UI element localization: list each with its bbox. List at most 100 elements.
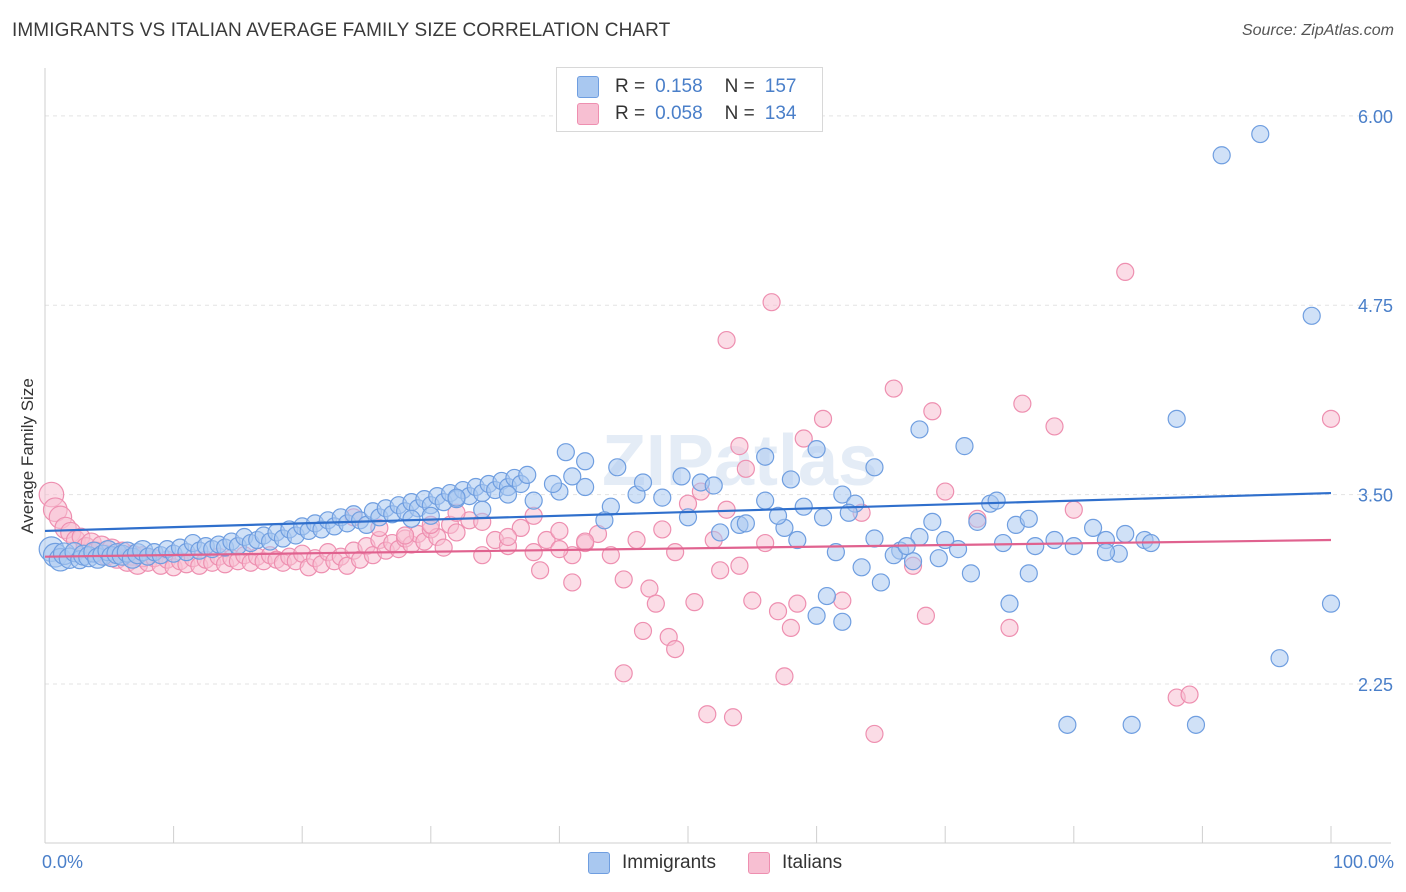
- immigrants-point: [871, 573, 891, 592]
- legend-r-label: R =: [615, 103, 646, 124]
- immigrants-point: [1000, 594, 1019, 613]
- immigrants-point: [865, 529, 884, 548]
- immigrants-point: [1083, 518, 1103, 538]
- legend-item-immigrants[interactable]: Immigrants: [588, 852, 716, 874]
- italians-point: [781, 618, 800, 637]
- immigrants-point: [1096, 543, 1116, 562]
- immigrants-point: [524, 491, 543, 510]
- immigrants-point: [955, 437, 974, 456]
- legend-r-value: 0.158: [655, 76, 703, 97]
- immigrants-point: [1321, 594, 1341, 613]
- immigrants-point: [839, 503, 858, 522]
- immigrants-point: [1019, 564, 1038, 583]
- italians-point: [531, 561, 550, 580]
- immigrants-point: [993, 533, 1013, 553]
- immigrants-point: [576, 452, 595, 471]
- italians-point: [614, 664, 633, 683]
- immigrants-point: [768, 506, 788, 525]
- immigrants-point: [1212, 146, 1231, 165]
- legend-label-immigrants: Immigrants: [622, 852, 716, 873]
- immigrants-point: [1116, 524, 1135, 544]
- immigrants-point: [1058, 715, 1077, 734]
- italians-point: [473, 546, 492, 565]
- italians-point: [730, 437, 749, 456]
- immigrants-point: [756, 491, 775, 510]
- italians-point: [511, 518, 530, 538]
- italians-point: [768, 602, 788, 621]
- immigrants-point: [865, 458, 884, 477]
- immigrants-point: [929, 549, 948, 568]
- immigrants-point: [653, 488, 672, 507]
- italians-point: [563, 573, 582, 592]
- legend-n-value: 157: [764, 76, 797, 97]
- italians-swatch: [577, 103, 599, 125]
- italians-point: [627, 530, 646, 550]
- immigrants-point: [987, 491, 1006, 510]
- y-tick-label: 6.00: [1358, 107, 1393, 127]
- italians-point: [884, 379, 903, 398]
- immigrants-point: [817, 586, 836, 606]
- source-label: Source: ZipAtlas.com: [1241, 22, 1394, 39]
- italians-point: [1116, 262, 1135, 282]
- immigrants-point: [833, 612, 852, 631]
- immigrants-point: [807, 606, 826, 625]
- legend-item-italians[interactable]: Italians: [747, 852, 843, 874]
- legend-r-value: 0.058: [655, 103, 703, 124]
- immigrants-point: [1122, 715, 1141, 734]
- immigrants-point: [543, 474, 563, 494]
- immigrants-point: [518, 465, 537, 484]
- immigrants-point: [672, 467, 691, 486]
- immigrants-point: [1251, 124, 1270, 144]
- x-tick-min: 0.0%: [42, 852, 84, 872]
- italians-point: [730, 556, 749, 575]
- italians-point: [813, 409, 833, 428]
- legend-n-value: 134: [764, 103, 797, 124]
- italians-point: [550, 521, 569, 541]
- correlation-legend: R = 0.158 N = 157 R = 0.058 N = 134: [556, 67, 823, 132]
- immigrants-point: [910, 420, 929, 439]
- legend-n-label: N =: [724, 103, 755, 124]
- immigrants-point: [833, 485, 852, 504]
- immigrants-point: [633, 473, 653, 492]
- immigrants-trend-line: [44, 491, 1332, 533]
- immigrants-point: [473, 500, 492, 519]
- immigrants-point: [968, 512, 987, 531]
- y-tick-labels: 2.25 3.50 4.75 6.00: [1358, 107, 1393, 695]
- immigrants-point: [595, 511, 614, 530]
- immigrants-point: [961, 564, 981, 583]
- legend-label-italians: Italians: [781, 852, 843, 873]
- immigrants-point: [788, 530, 807, 550]
- italians-point: [723, 708, 743, 727]
- series-legend: Immigrants Italians: [588, 852, 874, 874]
- italians-point: [788, 594, 807, 613]
- immigrants-point: [556, 443, 575, 462]
- italians-point: [1064, 500, 1083, 519]
- axes: [44, 68, 1391, 844]
- italians-point: [646, 594, 665, 613]
- italians-point: [653, 520, 672, 539]
- italians-trend-line: [44, 538, 1332, 558]
- italians-point: [447, 523, 466, 542]
- italians-point: [1013, 394, 1032, 413]
- italians-point: [498, 527, 518, 547]
- italians-point: [666, 543, 685, 562]
- immigrants-swatch: [577, 76, 599, 98]
- y-tick-label: 2.25: [1358, 675, 1393, 695]
- italians-point: [743, 591, 762, 610]
- y-tick-label: 4.75: [1358, 296, 1393, 316]
- immigrants-point: [794, 497, 813, 516]
- italians-point: [633, 621, 653, 641]
- immigrants-point: [704, 476, 723, 495]
- immigrants-point: [498, 485, 518, 504]
- immigrants-point: [563, 467, 582, 486]
- immigrants-point: [1045, 530, 1064, 550]
- trend-lines: [44, 491, 1332, 558]
- legend-r-label: R =: [615, 76, 646, 97]
- italians-point: [537, 530, 556, 550]
- legend-row-italians: R = 0.058 N = 134: [577, 102, 818, 126]
- immigrants-point: [1167, 409, 1186, 428]
- immigrants-point: [781, 470, 800, 489]
- italians-point: [666, 639, 685, 659]
- immigrants-point: [421, 506, 440, 525]
